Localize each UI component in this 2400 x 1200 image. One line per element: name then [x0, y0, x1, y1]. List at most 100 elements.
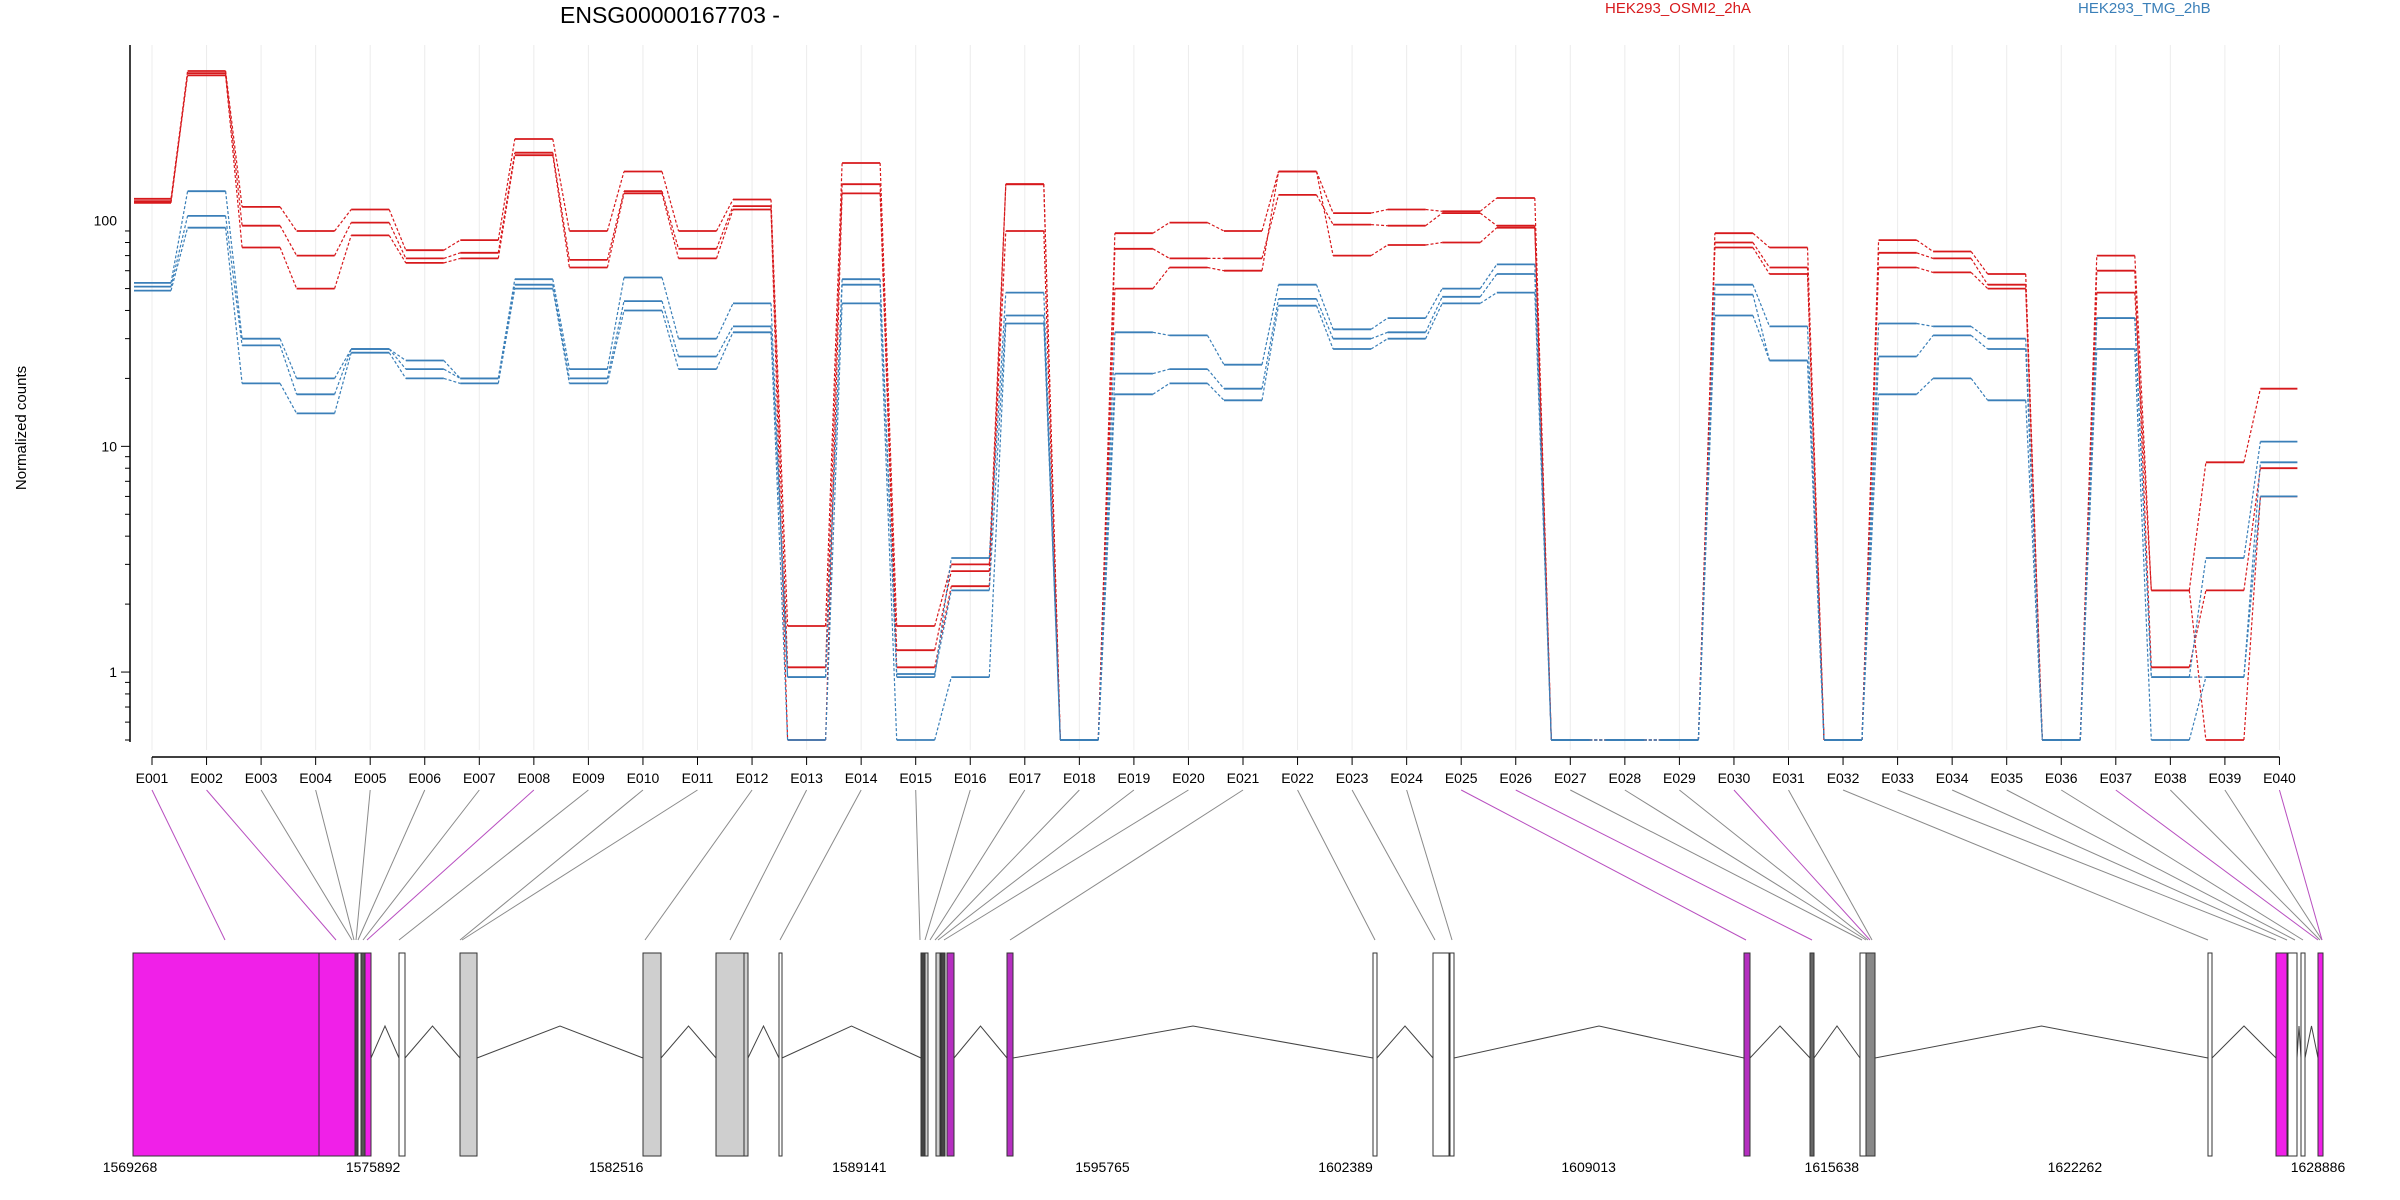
exon-box	[1865, 952, 1876, 1157]
exon-connector	[1951, 789, 2288, 941]
intron-line	[1813, 1025, 1861, 1059]
exon-box	[1006, 952, 1014, 1157]
y-tick-label: 10	[101, 438, 117, 454]
exon-box	[1859, 952, 1867, 1157]
exon-connector	[915, 789, 921, 941]
exon-label: E036	[2045, 770, 2078, 786]
exon-connector	[357, 789, 426, 941]
intron-line	[1012, 1025, 1374, 1059]
exon-label: E035	[1990, 770, 2023, 786]
exon-connector	[461, 789, 698, 941]
exon-label: E003	[245, 770, 278, 786]
exon-label: E017	[1008, 770, 1041, 786]
series-line-plateaus	[134, 72, 2298, 741]
exon-connector	[1570, 789, 1863, 941]
exon-connector	[1733, 789, 1871, 941]
exon-box	[1432, 952, 1450, 1157]
y-tick-label: 100	[94, 213, 118, 229]
exon-label: E009	[572, 770, 605, 786]
exon-label: E002	[190, 770, 223, 786]
exon-label: E031	[1772, 770, 1805, 786]
exon-connector	[644, 789, 753, 941]
exon-box	[132, 952, 320, 1157]
exon-connector	[2060, 789, 2304, 941]
y-axis: 1 10 100	[94, 45, 131, 742]
exon-connector	[2006, 789, 2296, 941]
exon-connector	[1515, 789, 1813, 941]
exon-box	[778, 952, 783, 1157]
intron-line	[660, 1025, 717, 1059]
y-tick-label: 1	[109, 664, 117, 680]
intron-line	[370, 1024, 400, 1059]
exon-connector	[1297, 789, 1376, 941]
exon-label: E004	[299, 770, 332, 786]
series-line-plateaus	[134, 70, 2298, 741]
exon-box	[2287, 952, 2298, 1157]
exon-label: E023	[1336, 770, 1369, 786]
exon-connector	[398, 789, 589, 941]
exon-box	[2317, 952, 2324, 1157]
exon-box	[459, 952, 478, 1157]
exon-label: E014	[845, 770, 878, 786]
exon-connector	[2115, 789, 2319, 941]
exon-connector	[151, 789, 226, 941]
series-line-transitions	[170, 73, 2261, 741]
coordinate-label: 1569268	[103, 1159, 158, 1175]
exon-label: E027	[1554, 770, 1587, 786]
intron-line	[747, 1024, 780, 1059]
exon-label: E034	[1936, 770, 1969, 786]
chart-title: ENSG00000167703 -	[560, 2, 780, 28]
exon-connector	[779, 789, 862, 941]
exon-connector	[459, 789, 644, 941]
exon-label: E021	[1227, 770, 1260, 786]
exon-connector	[934, 789, 1080, 941]
series-line-transitions	[170, 215, 2261, 741]
exon-box	[364, 952, 372, 1157]
coordinate-label: 1628886	[2291, 1159, 2346, 1175]
exon-box	[642, 952, 662, 1157]
series-lines	[134, 70, 2298, 741]
exon-label: E033	[1881, 770, 1914, 786]
exon-label: E025	[1445, 770, 1478, 786]
exon-box	[360, 952, 366, 1157]
exon-box	[1809, 952, 1815, 1157]
series-line-plateaus	[134, 215, 2298, 741]
exon-connector	[2169, 789, 2321, 941]
exon-box	[398, 952, 406, 1157]
exon-connector	[366, 789, 535, 941]
legend-entry-osmi2: HEK293_OSMI2_2hA	[1605, 0, 1751, 17]
exon-label: E008	[517, 770, 550, 786]
exon-connector	[1788, 789, 1873, 941]
exon-box	[2275, 952, 2288, 1157]
intron-line	[476, 1025, 644, 1059]
coordinate-label: 1622262	[2048, 1159, 2103, 1175]
exon-label: E026	[1499, 770, 1532, 786]
exon-label: E037	[2099, 770, 2132, 786]
exon-box	[940, 952, 946, 1157]
exon-connector	[1351, 789, 1436, 941]
exon-connector	[1460, 789, 1747, 941]
exon-label: E015	[899, 770, 932, 786]
exon-box	[715, 952, 745, 1157]
exon-box	[1372, 952, 1378, 1157]
grid-lines	[151, 45, 2280, 750]
exon-connector	[729, 789, 808, 941]
exon-label: E005	[354, 770, 387, 786]
y-axis-label: Normalized counts	[13, 366, 30, 490]
exon-label: E011	[682, 770, 714, 786]
exon-connector	[1679, 789, 1869, 941]
exon-connector	[1842, 789, 2209, 941]
exon-label: E019	[1118, 770, 1151, 786]
intron-line	[1453, 1025, 1745, 1059]
exon-label: E028	[1608, 770, 1641, 786]
exon-connector	[1406, 789, 1453, 941]
exon-box	[318, 952, 356, 1157]
exon-label: E012	[736, 770, 769, 786]
exon-connectors	[151, 789, 2323, 941]
series-line-transitions	[170, 227, 2261, 741]
exon-connector	[1624, 789, 1867, 941]
exon-label: E013	[790, 770, 823, 786]
series-line-plateaus	[134, 226, 2298, 741]
exon-connector	[206, 789, 337, 941]
exon-box	[946, 952, 955, 1157]
